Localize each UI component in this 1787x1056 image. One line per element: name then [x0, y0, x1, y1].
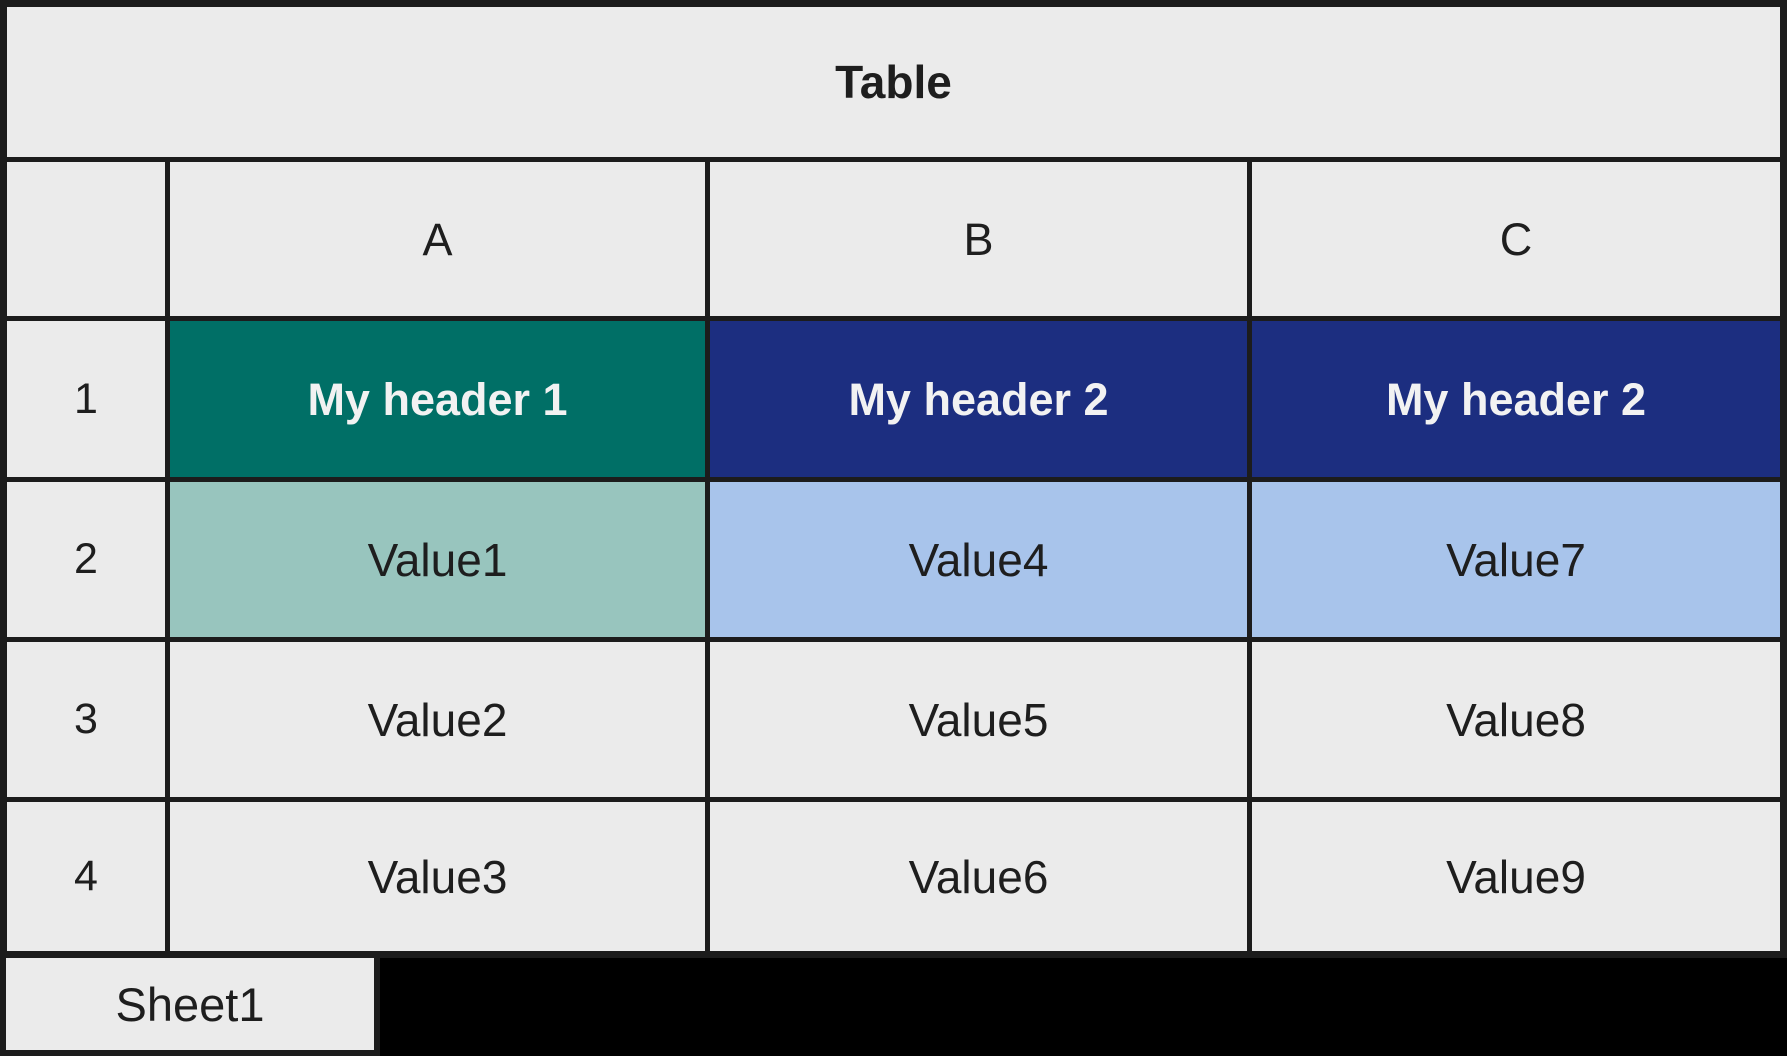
- column-header-c[interactable]: C: [1252, 162, 1780, 316]
- row-number-1[interactable]: 1: [7, 321, 165, 477]
- cell-b4[interactable]: Value6: [710, 802, 1247, 951]
- cell-a3[interactable]: Value2: [170, 642, 705, 797]
- column-header-a[interactable]: A: [170, 162, 705, 316]
- cell-b3[interactable]: Value5: [710, 642, 1247, 797]
- cell-c2[interactable]: Value7: [1252, 482, 1780, 637]
- sheet-tab-label: Sheet1: [115, 977, 265, 1031]
- sheet-tab-bar: Sheet1: [0, 958, 1787, 1056]
- sheet-tab[interactable]: Sheet1: [0, 958, 380, 1056]
- row-number-4[interactable]: 4: [7, 802, 165, 951]
- row-number-3[interactable]: 3: [7, 642, 165, 797]
- cell-a4[interactable]: Value3: [170, 802, 705, 951]
- cell-b2[interactable]: Value4: [710, 482, 1247, 637]
- column-header-b[interactable]: B: [710, 162, 1247, 316]
- corner-cell[interactable]: [7, 162, 165, 316]
- cell-c1[interactable]: My header 2: [1252, 321, 1780, 477]
- cell-a1[interactable]: My header 1: [170, 321, 705, 477]
- cell-b1[interactable]: My header 2: [710, 321, 1247, 477]
- table-title: Table: [7, 7, 1780, 157]
- cell-c3[interactable]: Value8: [1252, 642, 1780, 797]
- spreadsheet-grid: Table A B C 1 My header 1 My header 2 My…: [0, 0, 1787, 958]
- row-number-2[interactable]: 2: [7, 482, 165, 637]
- cell-c4[interactable]: Value9: [1252, 802, 1780, 951]
- cell-a2[interactable]: Value1: [170, 482, 705, 637]
